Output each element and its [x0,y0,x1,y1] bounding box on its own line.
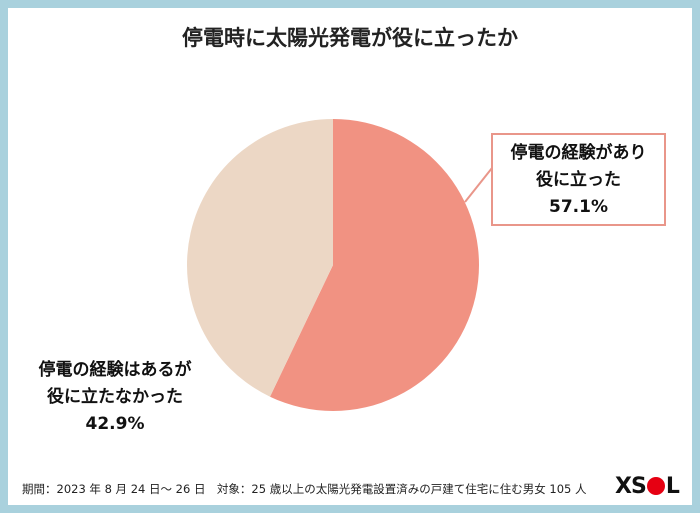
data-label: 57.1% [549,197,608,217]
label-line: 停電の経験があり [510,143,647,163]
survey-footnote: 期間：2023 年 8 月 24 日～ 26 日 対象：25 歳以上の太陽光発電… [22,482,587,496]
pie-slice-0 [270,119,479,411]
label-line: 停電の経験はあるが [38,360,192,380]
chart-title: 停電時に太陽光発電が役に立ったか [182,26,518,50]
label-line: 役に立たなかった [47,387,183,407]
slice-label-helpful: 停電の経験があり 役に立った 57.1% [491,133,666,226]
label-line: 役に立った [536,170,621,190]
xsol-logo: XS L [615,474,680,499]
leader-line [464,167,493,203]
data-label: 42.9% [85,414,145,434]
slice-label-not-helpful: 停電の経験はあるが 役に立たなかった 42.9% [20,357,210,438]
pie-slice-1 [186,119,333,397]
